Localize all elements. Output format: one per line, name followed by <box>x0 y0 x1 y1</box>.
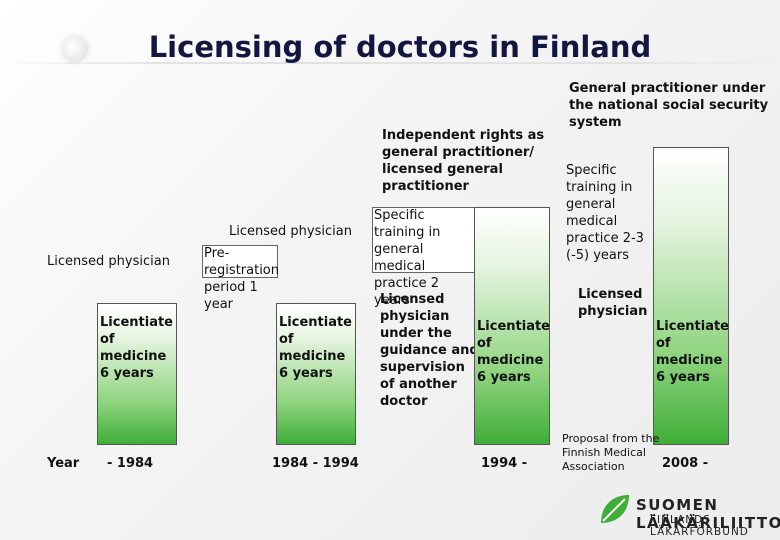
stage4-heading: General practitioner under the national … <box>569 81 769 130</box>
stage4-bar-label: Licentiate of medicine 6 years <box>656 319 729 385</box>
stage3-bar <box>474 207 550 445</box>
stage4-box-label: Specific training in general medical pra… <box>566 163 644 263</box>
stage3-box-label: Specific training in general medical pra… <box>374 208 441 308</box>
stage2-bar <box>276 303 356 445</box>
stage2-heading: Licensed physician <box>229 224 352 239</box>
leaf-logo-icon <box>601 495 629 523</box>
period-2: 1984 - 1994 <box>272 456 359 471</box>
stage3-supervision-label: Licensed physician under the guidance an… <box>380 292 479 409</box>
logo-name-fi: SUOMEN LÄÄKÄRILIITTO <box>636 496 780 532</box>
stage4-licensed-label: Licensed physician <box>578 287 648 319</box>
logo-name-sv: FINLANDS LÄKARFÖRBUND <box>650 514 749 538</box>
stage1-bar <box>97 303 177 445</box>
stage1-bar-label: Licentiate of medicine 6 years <box>100 315 173 381</box>
year-label: Year <box>47 456 80 471</box>
stage3-heading: Independent rights as general practition… <box>382 128 545 194</box>
stage2-bar-label: Licentiate of medicine 6 years <box>279 315 352 381</box>
stage2-box-label: Pre-registration period 1 year <box>204 246 280 312</box>
stage3-box <box>372 207 475 273</box>
stage1-heading: Licensed physician <box>47 254 170 269</box>
stage2-box-top <box>202 245 278 278</box>
stage3-bar-label: Licentiate of medicine 6 years <box>477 319 550 385</box>
decorative-circle <box>62 36 88 62</box>
decorative-line <box>0 62 780 64</box>
page-title: Licensing of doctors in Finland <box>148 30 652 64</box>
period-3: 1994 - <box>481 456 528 471</box>
proposal-note: Proposal from the Finnish Medical Associ… <box>562 432 660 473</box>
stage4-bar <box>653 147 729 445</box>
period-4: 2008 - <box>662 456 709 471</box>
period-1: - 1984 <box>107 456 154 471</box>
